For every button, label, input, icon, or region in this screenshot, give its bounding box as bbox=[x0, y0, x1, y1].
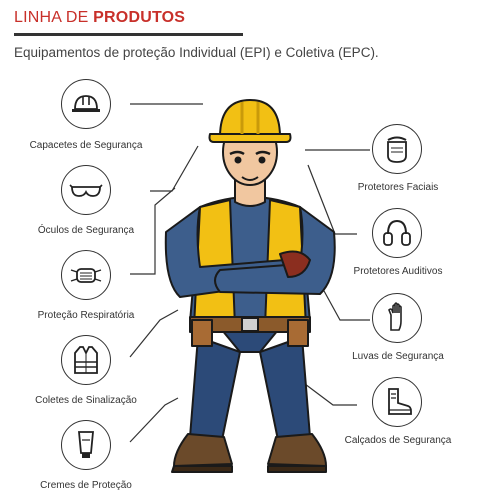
label-capacetes: Capacetes de Segurança bbox=[29, 140, 143, 151]
product-cremes[interactable] bbox=[61, 420, 111, 470]
product-protetores-faciais[interactable] bbox=[372, 124, 422, 174]
product-capacetes[interactable] bbox=[61, 79, 111, 129]
product-luvas[interactable] bbox=[372, 293, 422, 343]
face-shield-icon bbox=[387, 136, 407, 163]
title-prefix: LINHA DE bbox=[14, 9, 94, 26]
label-protetores-auditivos: Protetores Auditivos bbox=[353, 266, 443, 277]
label-protecao-respiratoria: Proteção Respiratória bbox=[37, 310, 135, 321]
page-subtitle: Equipamentos de proteção Individual (EPI… bbox=[14, 45, 379, 60]
product-coletes[interactable] bbox=[61, 335, 111, 385]
earmuffs-icon bbox=[383, 219, 411, 246]
safety-boot-icon bbox=[388, 388, 412, 415]
title-underline bbox=[14, 33, 243, 36]
label-luvas: Luvas de Segurança bbox=[352, 351, 444, 362]
product-protetores-auditivos[interactable] bbox=[372, 208, 422, 258]
label-cremes: Cremes de Proteção bbox=[40, 480, 132, 491]
respirator-mask-icon bbox=[70, 268, 102, 283]
glove-icon bbox=[388, 302, 402, 331]
safety-goggles-icon bbox=[69, 184, 103, 197]
product-protecao-respiratoria[interactable] bbox=[61, 250, 111, 300]
label-oculos: Óculos de Segurança bbox=[37, 225, 135, 236]
safety-vest-icon bbox=[74, 346, 98, 374]
product-calcados[interactable] bbox=[372, 377, 422, 427]
page-title: LINHA DE PRODUTOS bbox=[14, 9, 185, 27]
label-calcados: Calçados de Segurança bbox=[344, 435, 452, 446]
hard-hat-icon bbox=[72, 95, 100, 112]
label-coletes: Coletes de Sinalização bbox=[35, 395, 137, 406]
label-protetores-faciais: Protetores Faciais bbox=[357, 182, 439, 193]
title-bold: PRODUTOS bbox=[93, 9, 186, 26]
construction-worker-illustration bbox=[164, 99, 336, 473]
cream-tube-icon bbox=[78, 431, 94, 458]
product-oculos[interactable] bbox=[61, 165, 111, 215]
